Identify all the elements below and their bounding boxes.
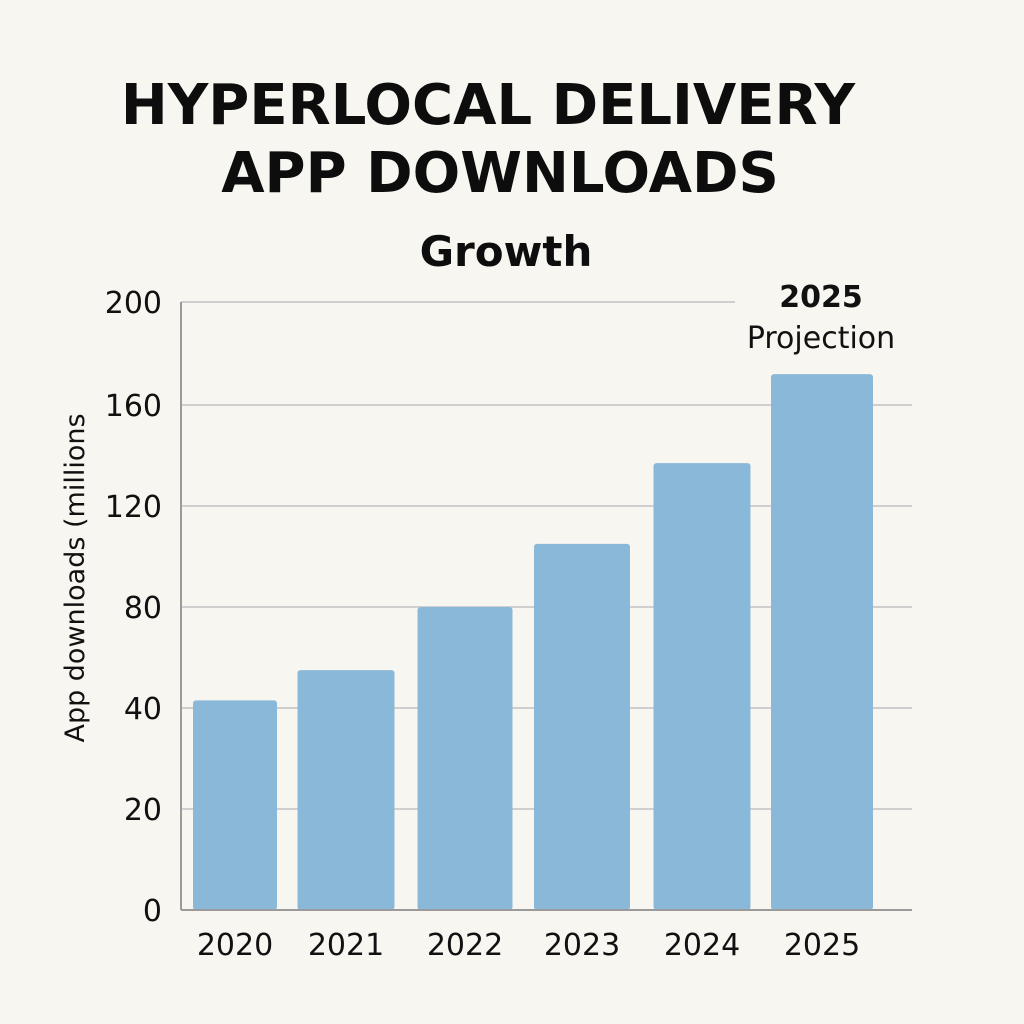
bar-2023 [534, 543, 630, 910]
chart-title-line-1: HYPERLOCAL DELIVERY [121, 73, 857, 138]
annotation-label: Projection [747, 321, 895, 356]
x-tick-2025: 2025 [784, 928, 860, 963]
bars [193, 374, 873, 911]
x-tick-2024: 2024 [664, 928, 740, 963]
bar-2020 [193, 700, 277, 910]
y-tick-160: 160 [105, 389, 162, 424]
x-tick-labels: 2020 2021 2022 2023 2024 2025 [197, 928, 860, 963]
bar-2021 [297, 670, 395, 910]
y-tick-200: 200 [105, 286, 162, 321]
x-tick-2023: 2023 [544, 928, 620, 963]
chart-title-line-2: APP DOWNLOADS [221, 141, 779, 206]
y-tick-labels: 0 20 40 80 120 160 200 [105, 286, 162, 929]
bar-2022 [417, 607, 513, 910]
y-tick-40: 40 [124, 692, 162, 727]
y-tick-80: 80 [124, 591, 162, 626]
y-tick-20: 20 [124, 793, 162, 828]
y-axis-label: App downloads (millions [60, 413, 91, 742]
x-tick-2022: 2022 [427, 928, 503, 963]
x-tick-2020: 2020 [197, 928, 273, 963]
bar-2024 [653, 463, 751, 910]
chart-subtitle: Growth [420, 227, 593, 276]
annotation-year: 2025 [779, 280, 863, 315]
y-tick-0: 0 [143, 894, 162, 929]
x-tick-2021: 2021 [308, 928, 384, 963]
bar-2025 [771, 374, 873, 911]
y-tick-120: 120 [105, 490, 162, 525]
